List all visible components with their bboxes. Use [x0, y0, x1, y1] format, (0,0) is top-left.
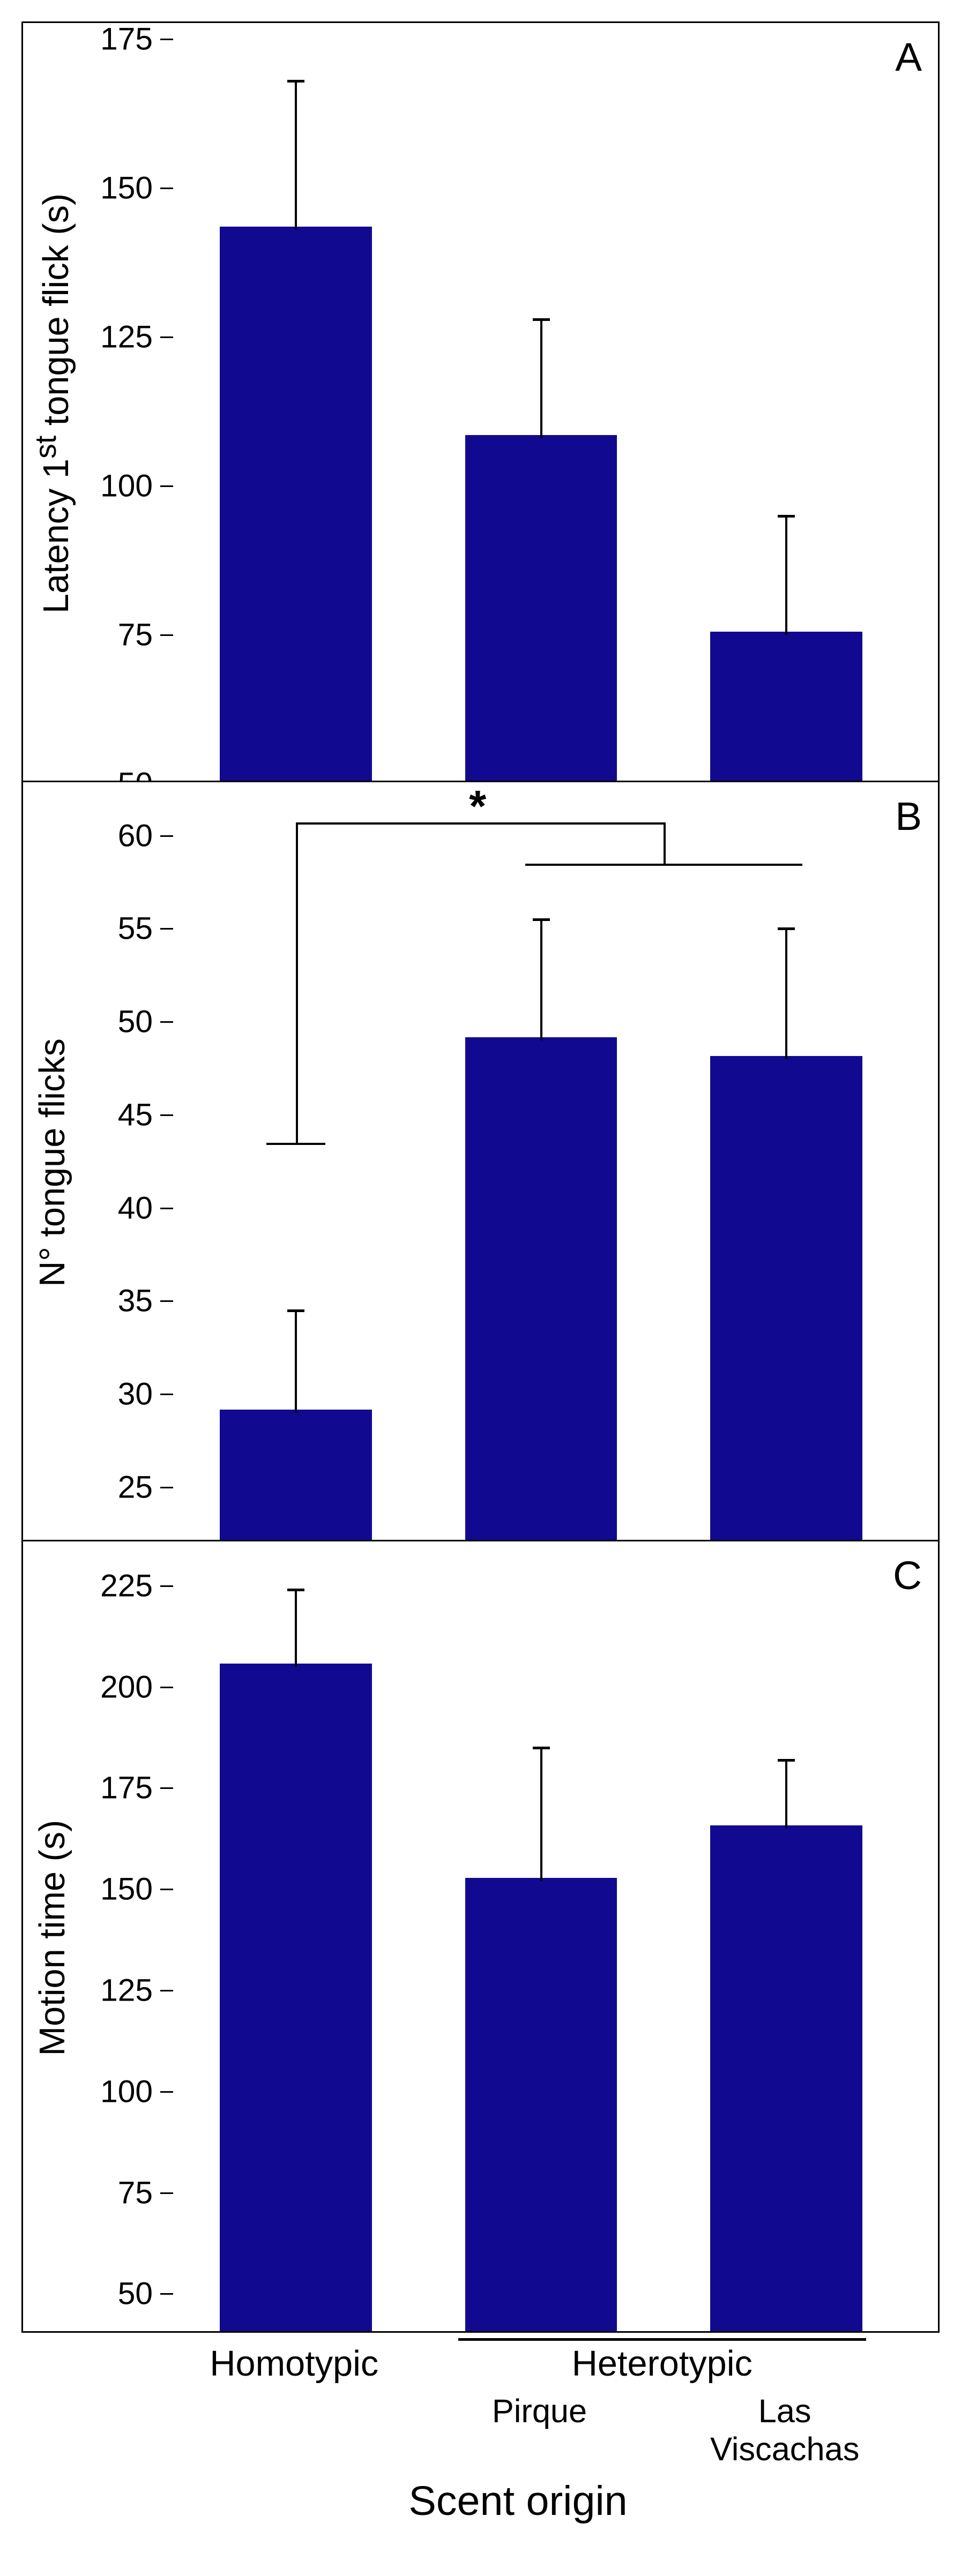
- significance-star: *: [469, 781, 486, 832]
- ytick: [160, 1487, 173, 1488]
- ytick: [160, 1687, 173, 1688]
- error-cap: [287, 1589, 304, 1591]
- ytick: [160, 188, 173, 189]
- error-bar: [785, 1760, 787, 1829]
- bar: [710, 632, 862, 781]
- significance-line: [525, 864, 803, 866]
- ytick: [160, 1208, 173, 1209]
- y-axis-title: Motion time (s): [32, 1820, 73, 2056]
- ylabel-text: tongue flick (s): [36, 193, 76, 436]
- bar: [465, 1037, 617, 1540]
- significance-line: [296, 822, 298, 1143]
- bar: [220, 227, 372, 781]
- error-bar: [785, 516, 787, 635]
- x-category-label: Heterotypic: [572, 2343, 753, 2384]
- x-axis-title: Scent origin: [21, 2477, 940, 2525]
- panel-letter: C: [893, 1552, 922, 1598]
- error-cap: [778, 515, 795, 518]
- panel-letter: A: [895, 34, 922, 80]
- panel-c: C5075100125150175200225Motion time (s): [21, 1540, 940, 2333]
- error-bar: [540, 1748, 542, 1881]
- significance-line: [266, 1143, 325, 1145]
- panel-a: A5075100125150175Latency 1st tongue flic…: [21, 21, 940, 782]
- ytick-label: 35: [23, 1283, 153, 1319]
- ytick: [160, 485, 173, 487]
- error-bar: [540, 919, 542, 1040]
- error-cap: [778, 1759, 795, 1762]
- x-category-label: Homotypic: [210, 2343, 378, 2384]
- ytick-label: 25: [23, 1469, 153, 1505]
- ytick-label: 55: [23, 911, 153, 947]
- ytick: [160, 1114, 173, 1116]
- bar: [710, 1056, 862, 1540]
- ytick-label: 200: [23, 1669, 153, 1705]
- error-cap: [533, 1747, 550, 1749]
- bar: [710, 1825, 862, 2331]
- error-cap: [778, 927, 795, 930]
- error-cap: [287, 1309, 304, 1312]
- ytick: [160, 1889, 173, 1890]
- ytick: [160, 835, 173, 837]
- x-axis-labels: Homotypic Heterotypic Pirque Las Viscachas: [21, 2333, 940, 2472]
- bar: [465, 1878, 617, 2331]
- ytick: [160, 1787, 173, 1789]
- ytick: [160, 1300, 173, 1302]
- ytick: [160, 2293, 173, 2295]
- significance-line: [664, 822, 666, 863]
- ytick: [160, 336, 173, 338]
- ytick-label: 175: [23, 21, 153, 57]
- bar: [220, 1664, 372, 2331]
- y-axis-title: N° tongue flicks: [32, 1038, 73, 1287]
- ytick-label: 100: [23, 2073, 153, 2109]
- error-cap: [287, 80, 304, 83]
- x-subcategory-label: Las Viscachas: [707, 2392, 862, 2468]
- error-bar: [295, 1311, 297, 1413]
- ytick-label: 60: [23, 818, 153, 853]
- error-bar: [540, 319, 542, 438]
- error-bar: [295, 81, 297, 230]
- ytick: [160, 1990, 173, 1991]
- ytick-label: 50: [23, 2276, 153, 2312]
- panel-letter: B: [895, 793, 922, 839]
- ytick-label: 225: [23, 1568, 153, 1604]
- ytick: [160, 634, 173, 636]
- ytick: [160, 1394, 173, 1395]
- ylabel-sup: st: [29, 436, 62, 459]
- ytick: [160, 2091, 173, 2093]
- ytick-label: 30: [23, 1376, 153, 1412]
- error-cap: [533, 918, 550, 921]
- ytick-label: 75: [23, 2175, 153, 2211]
- ytick: [160, 39, 173, 40]
- ytick: [160, 928, 173, 930]
- ytick: [160, 1585, 173, 1587]
- ytick-label: 175: [23, 1770, 153, 1806]
- error-bar: [785, 928, 787, 1059]
- ylabel-text: Latency 1: [36, 459, 76, 613]
- x-subcategory-label: Pirque: [492, 2392, 587, 2430]
- ytick: [160, 1021, 173, 1023]
- x-group-line: [458, 2338, 866, 2341]
- error-bar: [295, 1590, 297, 1666]
- panel-b: B2530354045505560N° tongue flicks*: [21, 781, 940, 1541]
- ytick: [160, 2192, 173, 2194]
- bar: [220, 1410, 372, 1540]
- error-cap: [533, 318, 550, 321]
- bar: [465, 435, 617, 781]
- ytick-label: 50: [23, 1004, 153, 1040]
- y-axis-title: Latency 1st tongue flick (s): [28, 193, 77, 613]
- ytick-label: 75: [23, 617, 153, 653]
